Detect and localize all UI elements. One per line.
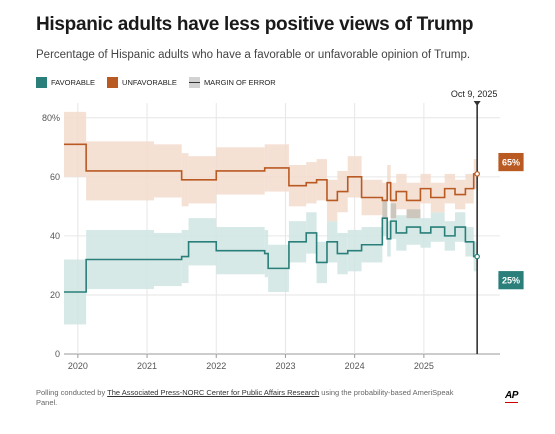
- moe-overlap: [390, 203, 397, 219]
- legend-favorable-label: FAVORABLE: [51, 77, 96, 87]
- moe-overlap: [382, 200, 388, 219]
- favorable-line: [64, 217, 478, 293]
- source-note: Polling conducted by The Associated Pres…: [36, 388, 456, 408]
- y-tick-label: 40: [50, 231, 60, 241]
- legend-unfavorable-label: UNFAVORABLE: [122, 77, 177, 87]
- source-suffix: using the probability-based AmeriSpeak P…: [36, 388, 454, 407]
- favorable-end-label-box: [497, 270, 525, 291]
- legend-margin-swatch: [188, 76, 200, 88]
- x-tick-label: 2021: [137, 361, 157, 371]
- legend-margin: MARGIN OF ERROR: [188, 76, 276, 88]
- legend-favorable: FAVORABLE: [36, 76, 96, 88]
- x-tick-label: 2025: [414, 361, 434, 371]
- source-link[interactable]: The Associated Press-NORC Center for Pub…: [107, 388, 320, 397]
- x-tick-label: 2020: [68, 361, 88, 371]
- favorable-end-dot: [474, 253, 480, 260]
- chart-legend: FAVORABLE UNFAVORABLE MARGIN OF ERROR: [36, 76, 288, 88]
- moe-overlap: [406, 209, 421, 219]
- unfavorable-line: [64, 143, 478, 202]
- y-tick-label: 60: [50, 172, 60, 182]
- favorability-chart: 0 20 40 60 80% 2020 2021 2022 2023 2024 2025 Oct 9…: [42, 89, 525, 371]
- ap-logo: AP: [505, 390, 518, 403]
- unfavorable-end-dot: [474, 171, 480, 177]
- legend-unfavorable: UNFAVORABLE: [107, 76, 177, 88]
- chart-subtitle: Percentage of Hispanic adults who have a…: [36, 49, 471, 61]
- end-labels: 25% 65%: [474, 152, 525, 291]
- marker-arrow: [473, 101, 481, 106]
- date-marker: Oct 9, 2025: [451, 89, 498, 354]
- y-tick-label: 0: [55, 349, 60, 359]
- legend-margin-label: MARGIN OF ERROR: [203, 77, 276, 87]
- y-tick-label: 20: [50, 290, 60, 300]
- legend-favorable-swatch: [36, 76, 47, 88]
- marker-date-label: Oct 9, 2025: [451, 89, 498, 99]
- x-tick-label: 2024: [345, 361, 365, 371]
- favorable-end-label: 25%: [502, 276, 520, 286]
- unfavorable-end-label: 65%: [502, 158, 520, 168]
- series-lines: [64, 143, 478, 293]
- chart-title: Hispanic adults have less positive views…: [36, 14, 474, 35]
- unfavorable-end-label-box: [497, 152, 525, 172]
- margin-bands: [64, 111, 478, 325]
- x-tick-label: 2022: [206, 361, 226, 371]
- y-tick-label: 80%: [42, 113, 60, 123]
- source-prefix: Polling conducted by: [36, 388, 108, 397]
- x-tick-label: 2023: [275, 361, 295, 371]
- legend-unfavorable-swatch: [107, 76, 119, 88]
- axes: 0 20 40 60 80% 2020 2021 2022 2023 2024 2025: [42, 113, 434, 371]
